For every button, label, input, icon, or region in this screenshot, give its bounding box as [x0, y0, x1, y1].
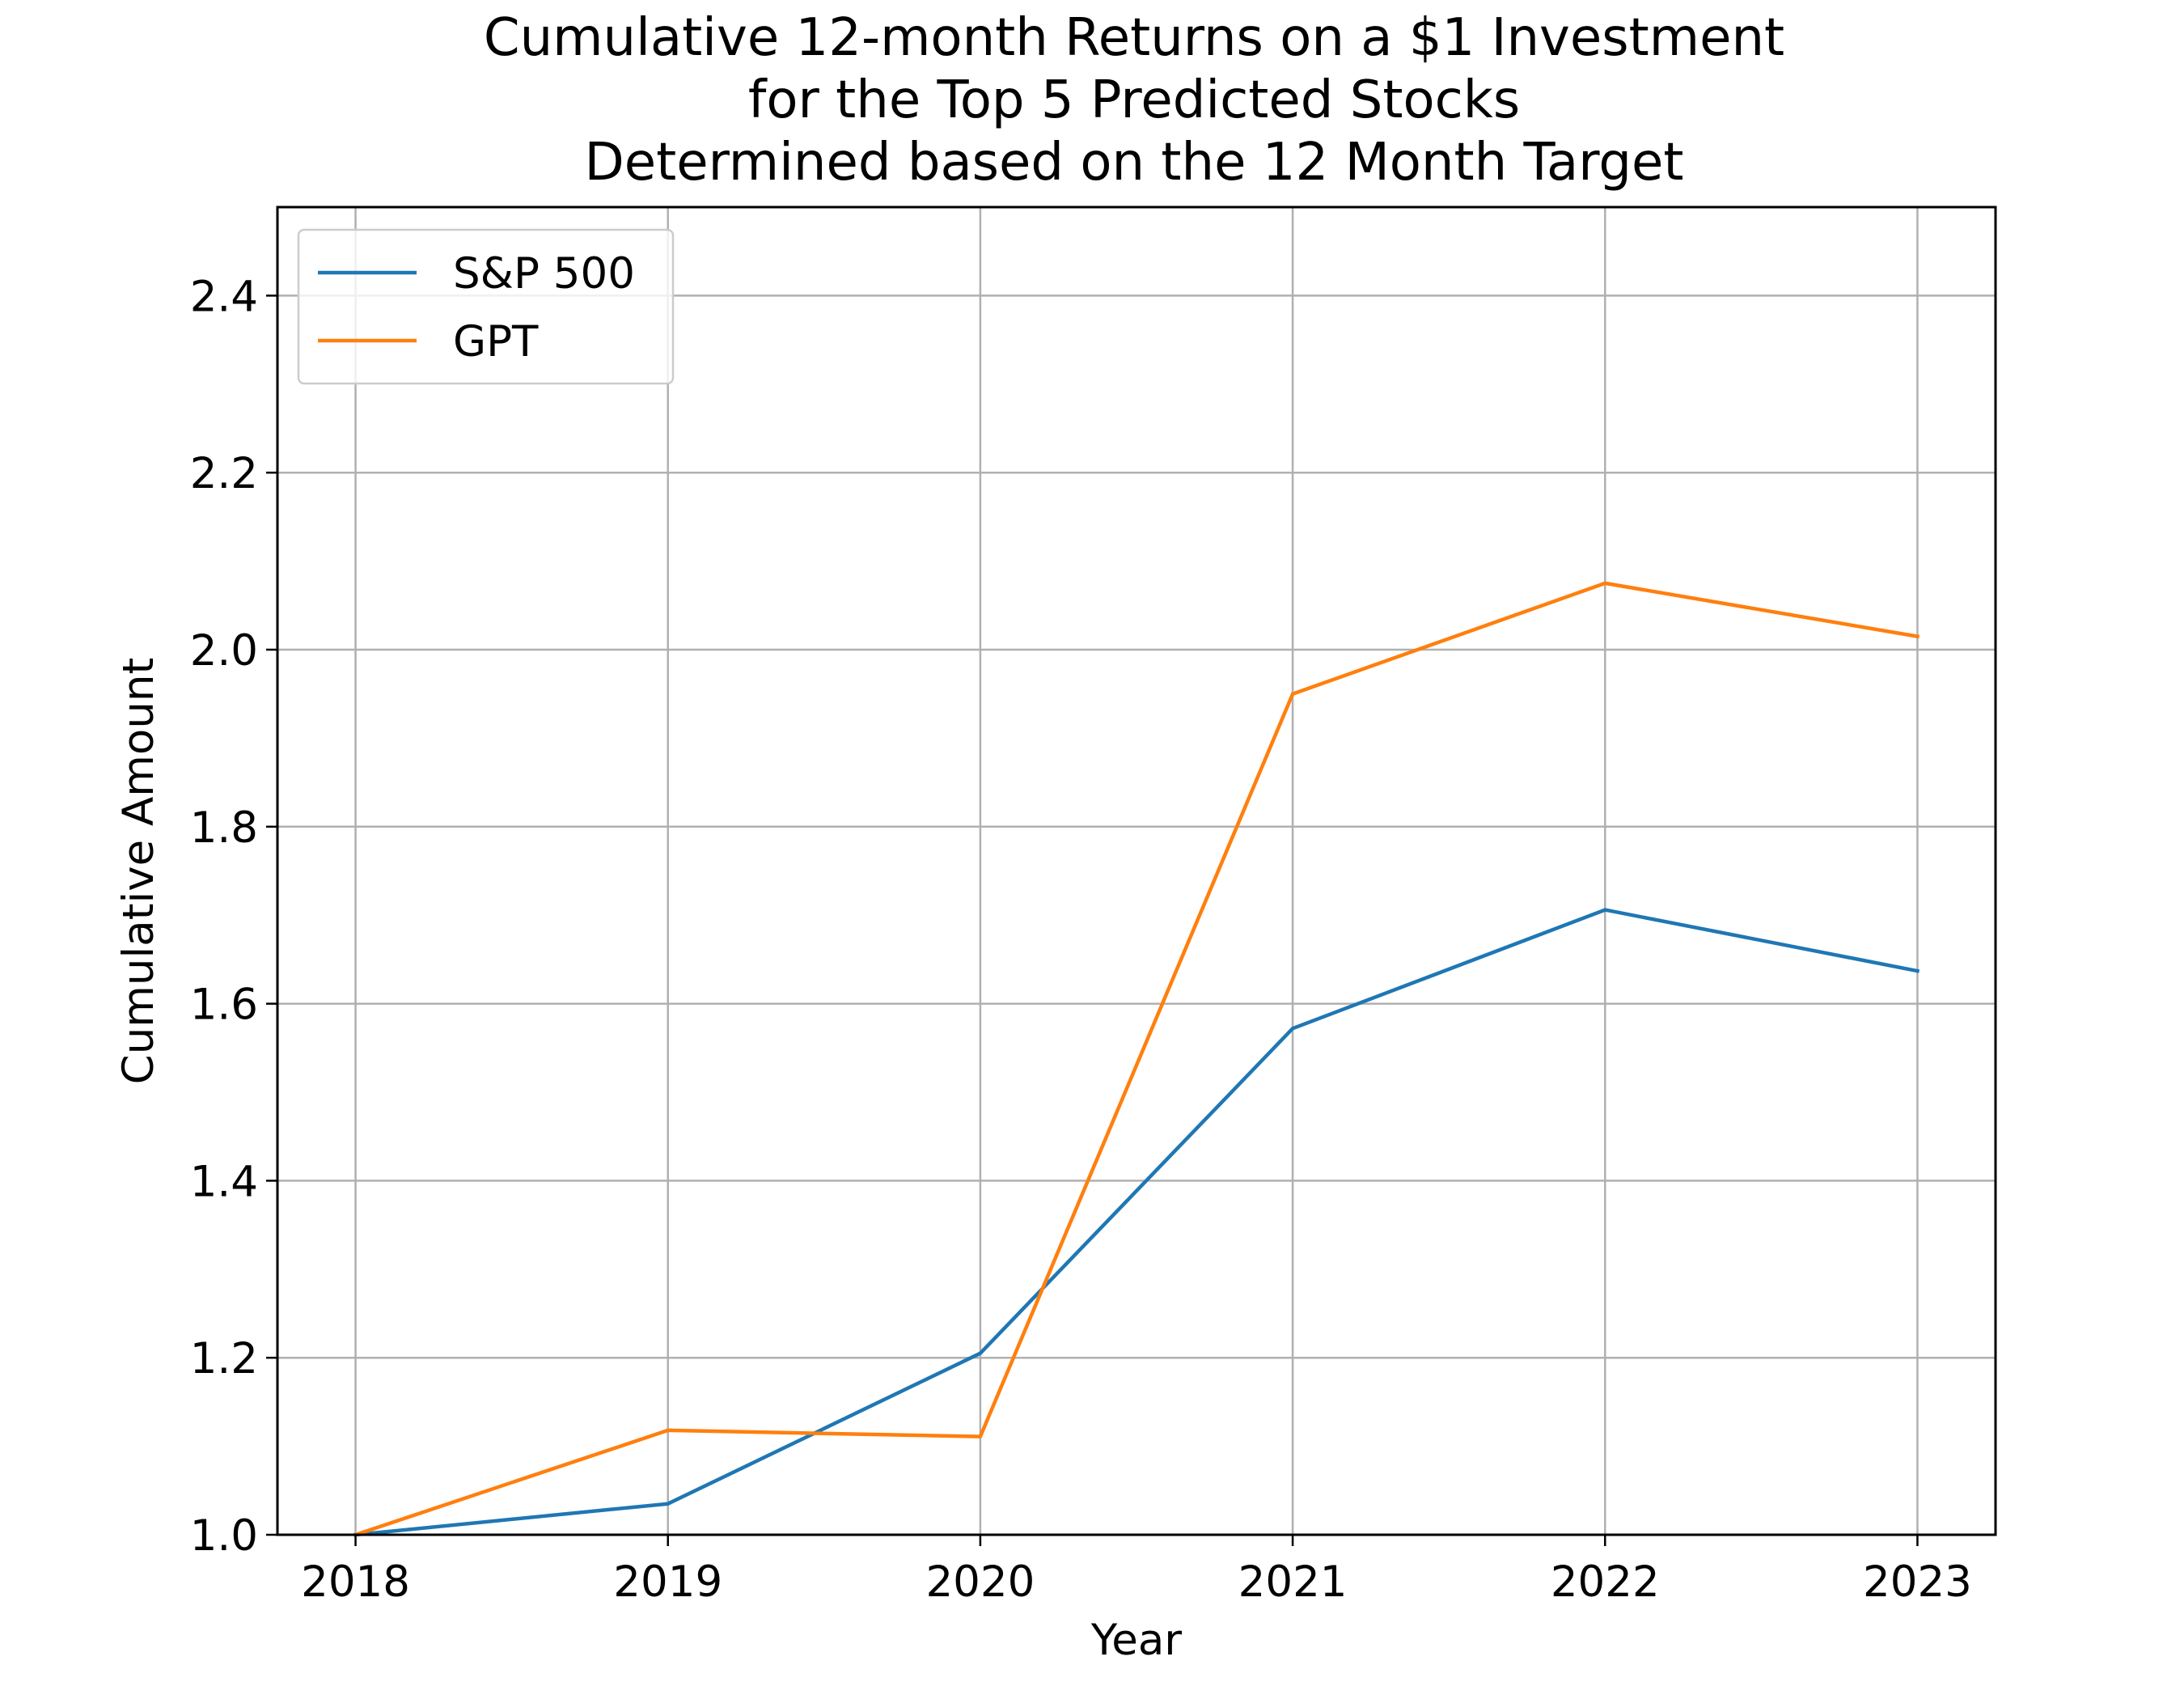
legend-label: GPT: [453, 317, 539, 366]
data-point: [978, 1434, 983, 1438]
data-point: [666, 1502, 670, 1506]
series-lines: [353, 581, 1920, 1537]
y-tick-label: 1.2: [190, 1334, 258, 1383]
plot-frame: [276, 205, 1997, 1536]
data-point: [1290, 692, 1295, 696]
chart-title-line: Cumulative 12-month Returns on a $1 Inve…: [484, 8, 1784, 68]
x-axis-ticks: 2018 2019 2020 2021 2022 2023: [301, 1535, 1972, 1607]
x-axis-label: Year: [1090, 1616, 1182, 1665]
y-axis-ticks: 1.0 1.2 1.4 1.6 1.8 2.0 2.2 2.4: [190, 272, 277, 1561]
y-tick-label: 1.6: [190, 981, 258, 1030]
data-point: [1915, 634, 1919, 638]
data-point: [1603, 908, 1607, 912]
chart-title: Cumulative 12-month Returns on a $1 Inve…: [484, 8, 1784, 193]
x-tick-label: 2019: [613, 1557, 722, 1607]
x-tick-label: 2023: [1863, 1557, 1972, 1607]
data-point: [1915, 968, 1919, 973]
y-axis-label: Cumulative Amount: [114, 658, 163, 1085]
chart-title-line: for the Top 5 Predicted Stocks: [748, 70, 1520, 130]
x-tick-label: 2020: [925, 1557, 1035, 1607]
x-tick-label: 2022: [1551, 1557, 1660, 1607]
y-tick-label: 2.0: [190, 626, 258, 676]
x-tick-label: 2021: [1238, 1557, 1348, 1607]
y-tick-label: 1.0: [190, 1511, 258, 1561]
data-point: [1603, 581, 1607, 586]
y-tick-label: 1.8: [190, 803, 258, 853]
x-tick-label: 2018: [301, 1557, 410, 1607]
chart-title-line: Determined based on the 12 Month Target: [584, 133, 1683, 193]
y-tick-label: 1.4: [190, 1157, 258, 1206]
legend-label: S&P 500: [453, 249, 635, 299]
y-tick-label: 2.4: [190, 272, 258, 321]
grid: [277, 207, 1996, 1536]
legend: S&P 500 GPT: [297, 228, 675, 385]
series-line-1: [353, 581, 1920, 1537]
series-line-0: [353, 908, 1920, 1537]
data-point: [666, 1428, 670, 1433]
data-point: [978, 1351, 983, 1355]
y-tick-label: 2.2: [190, 449, 258, 498]
legend-frame: [297, 228, 675, 385]
data-point: [1290, 1027, 1295, 1031]
